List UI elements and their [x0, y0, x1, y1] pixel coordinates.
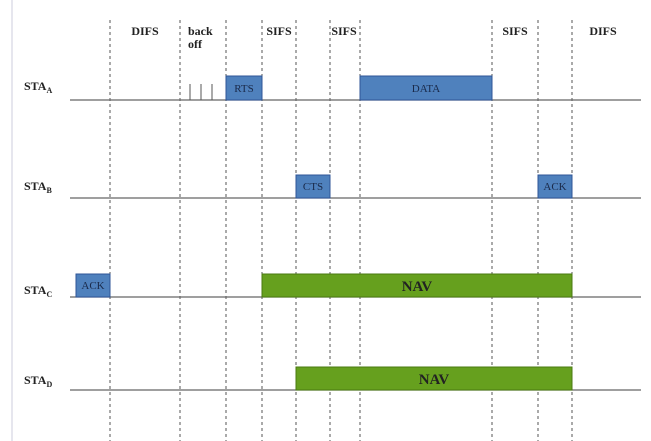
station-b: STAB CTS ACK — [24, 174, 641, 199]
station-label: STAB — [24, 179, 52, 195]
nav-label: NAV — [402, 279, 433, 295]
nav-box — [261, 273, 573, 298]
frame-box — [225, 75, 263, 101]
station-subscript: D — [46, 380, 52, 389]
station-name: STA — [24, 179, 47, 193]
station-subscript: C — [46, 290, 52, 299]
interval-label: back — [188, 24, 213, 38]
header: DIFS back off SIFS SIFS SIFS DIFS — [131, 24, 617, 51]
frame-label: ACK — [81, 280, 104, 292]
station-subscript: A — [46, 86, 52, 95]
station-name: STA — [24, 373, 47, 387]
interval-label: off — [188, 37, 203, 51]
frame-label: CTS — [303, 181, 323, 193]
nav-label: NAV — [419, 372, 450, 388]
station-name: STA — [24, 283, 47, 297]
station-a: STAA RTS DATA — [24, 75, 641, 101]
interval-label: SIFS — [266, 24, 292, 38]
interval-label: DIFS — [589, 24, 617, 38]
frame-label: ACK — [543, 181, 566, 193]
frame-box — [359, 75, 493, 101]
interval-label: DIFS — [131, 24, 159, 38]
frame-box — [75, 273, 111, 298]
station-subscript: B — [46, 186, 52, 195]
station-name: STA — [24, 79, 47, 93]
frame-label: RTS — [234, 83, 254, 95]
station-label: STAC — [24, 283, 52, 299]
interval-label: SIFS — [502, 24, 528, 38]
frame-label: DATA — [412, 83, 441, 95]
station-c: STAC ACK NAV — [24, 273, 641, 299]
nav-box — [295, 366, 573, 391]
frame-box — [295, 174, 331, 199]
station-d: STAD NAV — [24, 366, 641, 391]
station-label: STAA — [24, 79, 52, 95]
interval-label: SIFS — [331, 24, 357, 38]
station-label: STAD — [24, 373, 52, 389]
frame-box — [537, 174, 573, 199]
